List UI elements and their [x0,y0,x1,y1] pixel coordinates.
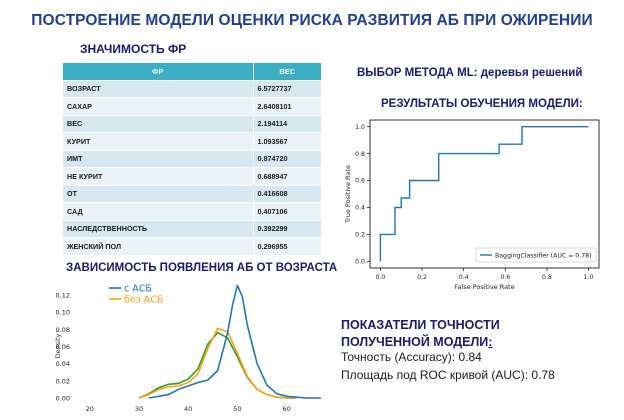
x-tick-label: 0.0 [375,274,385,281]
x-tick-label: 0.6 [500,274,510,281]
table-row: ВЕС 2.194114 [63,114,322,133]
weight-cell: 2.6408101 [253,97,322,115]
table-row: НАСЛЕДСТВЕННОСТЬ 0.392299 [63,219,322,238]
table-row: ВОЗРАСТ 6.5727737 [63,79,322,98]
y-tick-label: 0.12 [56,291,70,299]
table-row: САХАР 2.6408101 [63,97,322,115]
x-tick-label: 30 [135,405,143,413]
weight-cell: 0.688947 [253,167,322,185]
weight-cell: 2.194114 [253,114,322,133]
table-row: ОТ 0.416608 [63,184,322,203]
factor-cell: НАСЛЕДСТВЕННОСТЬ [63,219,254,238]
y-axis-label: Density [54,333,62,358]
auc-value: Площадь под ROC кривой (AUC): 0.78 [341,368,555,382]
y-tick-label: 1.0 [355,124,365,131]
ml-method-label: ВЫБОР МЕТОДА ML: деревья решений [357,67,583,79]
table-row: КУРИТ 1.093567 [63,132,322,150]
table-row: ЖЕНСКИЙ ПОЛ 0.296955 [63,237,322,255]
density-line-2 [138,327,297,399]
y-tick-label: 0.08 [56,326,70,334]
accuracy-value: Точность (Accuracy): 0.84 [341,350,482,364]
y-axis-label: True Positive Rate [344,165,352,224]
accuracy-title-colon: : [488,335,493,349]
x-tick-label: 0.2 [417,274,427,281]
factor-cell: НЕ КУРИТ [63,167,254,185]
results-title: РЕЗУЛЬТАТЫ ОБУЧЕНИЯ МОДЕЛИ: [381,98,583,110]
weight-cell: 0.874720 [253,149,322,168]
roc-plot-frame [369,119,600,269]
legend-label: без АСБ [124,295,163,306]
factor-cell: ВОЗРАСТ [63,79,254,98]
y-tick-label: 0.06 [56,343,70,351]
density-chart: 0.00 0.02 0.04 0.06 0.08 0.10 0.12 20 30 40 50 60 De… [54,284,322,413]
table-row: ИМТ 0.874720 [63,149,322,168]
y-tick-label: 0.04 [56,360,70,368]
y-tick-label: 0.6 [355,178,365,185]
weight-cell: 6.5727737 [253,79,322,98]
y-tick-label: 0.8 [355,151,365,158]
weight-cell: 1.093567 [253,132,322,150]
x-tick-label: 20 [86,405,94,413]
table-header-row: ФР ВЕС [63,63,322,80]
accuracy-title: ПОКАЗАТЕЛИ ТОЧНОСТИ ПОЛУЧЕННОЙ МОДЕЛИ: [341,317,541,351]
factor-cell: КУРИТ [63,132,254,150]
legend-label: с АСБ [124,284,152,295]
x-tick-label: 50 [233,405,241,413]
header-factor: ФР [63,63,254,80]
factor-cell: САХАР [63,97,254,115]
x-tick-label: 40 [184,405,192,413]
legend-label: BaggingClassifier (AUC = 0.78) [495,252,591,259]
factor-cell: ЖЕНСКИЙ ПОЛ [63,237,254,255]
table-row: НЕ КУРИТ 0.688947 [63,167,322,185]
roc-chart: 0.0 0.2 0.4 0.6 0.8 1.0 0.0 0.2 0.4 0.6 0.8 1.0 Fals… [344,119,600,291]
y-tick-label: 0.2 [355,232,365,239]
weight-cell: 0.416608 [253,184,322,203]
table-row: САД 0.407106 [63,202,322,220]
x-tick-label: 1.0 [584,274,594,281]
page-title: ПОСТРОЕНИЕ МОДЕЛИ ОЦЕНКИ РИСКА РАЗВИТИЯ … [31,12,593,29]
weight-cell: 0.296955 [253,237,322,255]
accuracy-title-text: ПОКАЗАТЕЛИ ТОЧНОСТИ ПОЛУЧЕННОЙ МОДЕЛИ [341,318,500,349]
x-tick-label: 0.4 [459,274,469,281]
density-line-1 [148,284,322,399]
header-weight: ВЕС [253,63,322,80]
x-tick-label: 60 [282,405,290,413]
y-tick-label: 0.0 [355,258,365,265]
factor-cell: ОТ [63,184,254,203]
y-tick-label: 0.10 [56,309,70,317]
y-tick-label: 0.4 [355,205,365,212]
weight-cell: 0.392299 [253,219,322,238]
factor-cell: ИМТ [63,149,254,168]
y-tick-label: 0.00 [56,395,70,403]
factor-cell: САД [63,202,254,220]
y-tick-label: 0.02 [56,377,70,385]
age-dependence-title: ЗАВИСИМОСТЬ ПОЯВЛЕНИЯ АБ ОТ ВОЗРАСТА [66,262,338,274]
importance-table: ФР ВЕС ВОЗРАСТ 6.5727737 САХАР 2.6408101 В… [63,63,322,255]
x-axis-label: False Positive Rate [454,283,514,291]
roc-curve [379,125,589,262]
weight-cell: 0.407106 [253,202,322,220]
roc-legend-box [475,247,597,263]
importance-title: ЗНАЧИМОСТЬ ФР [80,42,187,56]
factor-cell: ВЕС [63,114,254,133]
x-tick-label: 0.8 [542,274,552,281]
